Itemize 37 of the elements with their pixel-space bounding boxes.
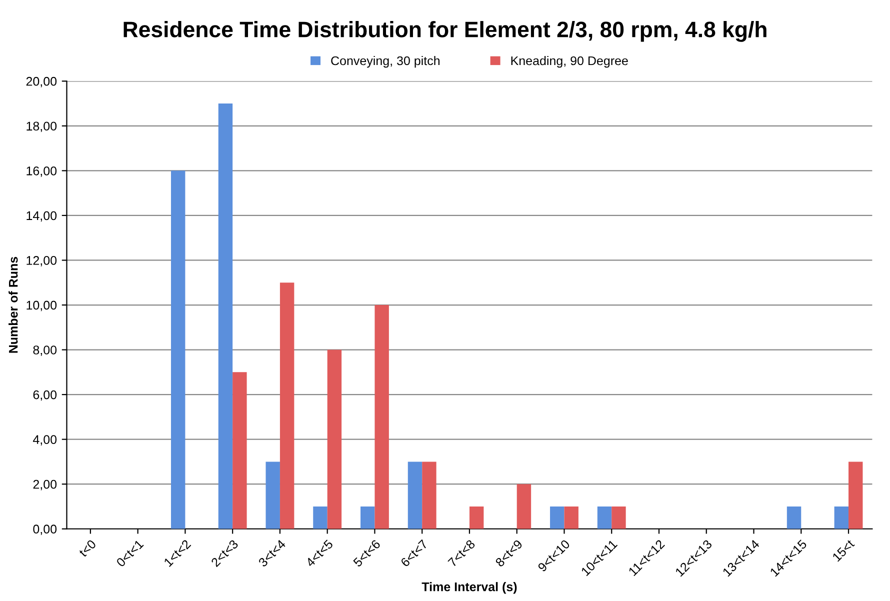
legend-label: Conveying, 30 pitch [331, 56, 440, 68]
bar [834, 506, 849, 529]
y-tick-label: 12,00 [26, 256, 57, 266]
bar [232, 372, 247, 529]
bar [327, 350, 342, 529]
y-tick-label: 6,00 [33, 390, 57, 401]
y-tick-label: 18,00 [26, 122, 57, 132]
y-axis-title: Number of Runs [8, 256, 18, 353]
bar [597, 506, 612, 529]
bar [266, 462, 280, 529]
y-tick-label: 8,00 [33, 346, 57, 356]
x-axis-title: Time Interval (s) [422, 582, 517, 594]
x-tick-label: t<0 [78, 539, 97, 558]
bar [374, 305, 389, 529]
bar [469, 506, 484, 529]
y-tick-label: 2,00 [33, 480, 57, 490]
bar [360, 506, 375, 529]
y-tick-label: 4,00 [32, 435, 57, 446]
bar [550, 506, 564, 529]
chart-title: Residence Time Distribution for Element 2/3, 80 rpm, 4.8 kg/h [124, 21, 766, 42]
bar [516, 484, 532, 529]
bar [280, 282, 294, 529]
bar [170, 170, 186, 529]
y-tick-label: 0,00 [33, 524, 57, 536]
y-tick-label: 20,00 [26, 76, 57, 88]
y-tick-label: 16,00 [26, 166, 57, 177]
bar [422, 462, 436, 529]
bar [408, 462, 422, 529]
bar [218, 104, 233, 529]
bar [612, 506, 626, 529]
legend-label: Kneading, 90 Degree [511, 56, 628, 68]
bar [848, 462, 863, 529]
bar [313, 506, 328, 529]
bar [564, 506, 578, 529]
bar [786, 506, 802, 529]
y-tick-label: 14,00 [26, 211, 57, 222]
y-tick-label: 10,00 [26, 300, 57, 312]
